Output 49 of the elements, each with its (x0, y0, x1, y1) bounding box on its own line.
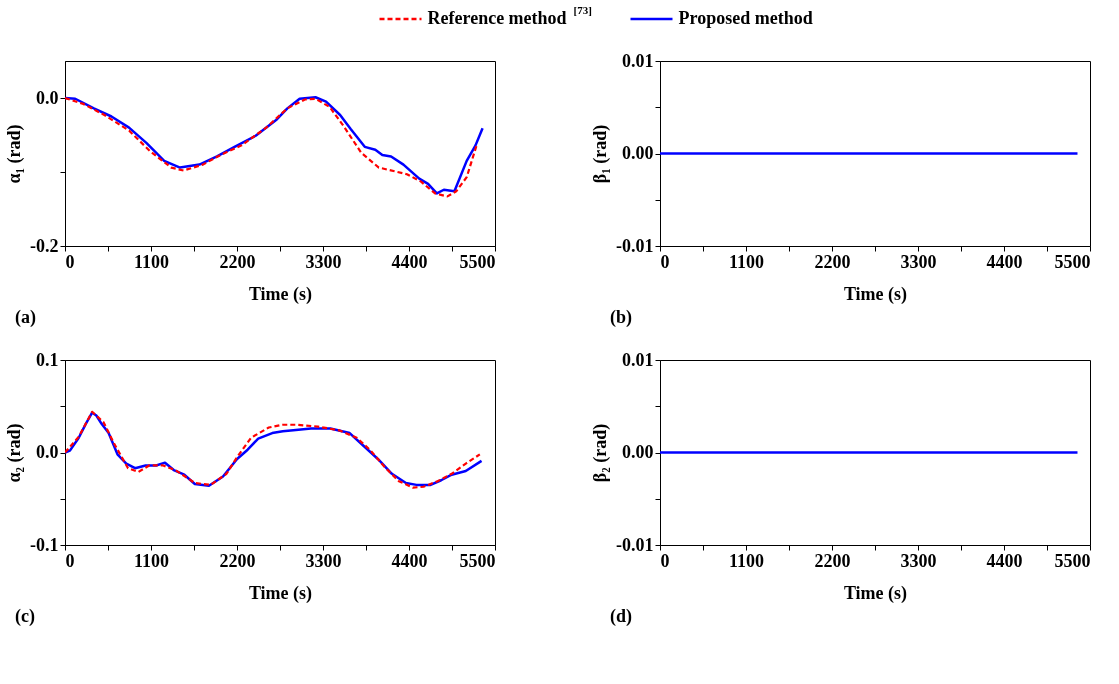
x-tick-label: 2200 (814, 251, 851, 272)
y-tick-label: 0.00 (622, 442, 654, 462)
y-tick-label: 0.1 (36, 349, 59, 370)
text: (b) (610, 307, 632, 328)
x-tick-label: 2200 (219, 550, 256, 571)
y-axis-title: β₂ (rad) (590, 423, 612, 483)
x-tick-label: 3300 (305, 550, 342, 571)
x-tick-label: 1100 (133, 550, 170, 571)
x-tick-label: 3300 (305, 251, 342, 272)
text: (d) (610, 606, 632, 627)
x-tick-label: 1100 (728, 550, 765, 571)
x-tick-label: 0 (65, 251, 75, 272)
x-tick-label: 3300 (900, 251, 937, 272)
x-axis-title: Time (s) (248, 283, 313, 305)
y-tick-label: 0.00 (622, 143, 654, 163)
x-tick-label: 5500 (459, 550, 496, 571)
x-tick-label: 4400 (986, 251, 1023, 272)
x-tick-label: 0 (65, 550, 75, 571)
text: (c) (15, 606, 35, 627)
text: (a) (15, 307, 36, 328)
y-tick-label: -0.01 (616, 534, 654, 555)
x-tick-label: 1100 (133, 251, 170, 272)
y-tick-label: 0.0 (36, 87, 59, 108)
legend-label: Proposed method (678, 8, 813, 28)
x-tick-label: 5500 (1054, 550, 1091, 571)
y-axis-title: α₂ (rad) (4, 423, 26, 483)
x-tick-label: 0 (660, 251, 670, 272)
legend-label: Reference method [73] (427, 4, 592, 28)
x-axis-title: Time (s) (843, 582, 908, 604)
y-axis-title: β₁ (rad) (590, 124, 612, 184)
x-tick-label: 4400 (391, 550, 428, 571)
y-tick-label: 0.0 (36, 442, 59, 462)
x-tick-label: 4400 (391, 251, 428, 272)
x-tick-label: 0 (660, 550, 670, 571)
x-axis-title: Time (s) (248, 582, 313, 604)
x-tick-label: 5500 (459, 251, 496, 272)
x-tick-label: 1100 (728, 251, 765, 272)
x-tick-label: 4400 (986, 550, 1023, 571)
y-tick-label: -0.1 (30, 534, 59, 555)
y-tick-label: -0.2 (30, 235, 59, 256)
y-tick-label: 0.01 (622, 349, 654, 370)
x-axis-title: Time (s) (843, 283, 908, 305)
x-tick-label: 2200 (814, 550, 851, 571)
y-axis-title: α₁ (rad) (4, 124, 26, 184)
y-tick-label: -0.01 (616, 235, 654, 256)
x-tick-label: 2200 (219, 251, 256, 272)
x-tick-label: 5500 (1054, 251, 1091, 272)
x-tick-label: 3300 (900, 550, 937, 571)
y-tick-label: 0.01 (622, 50, 654, 71)
